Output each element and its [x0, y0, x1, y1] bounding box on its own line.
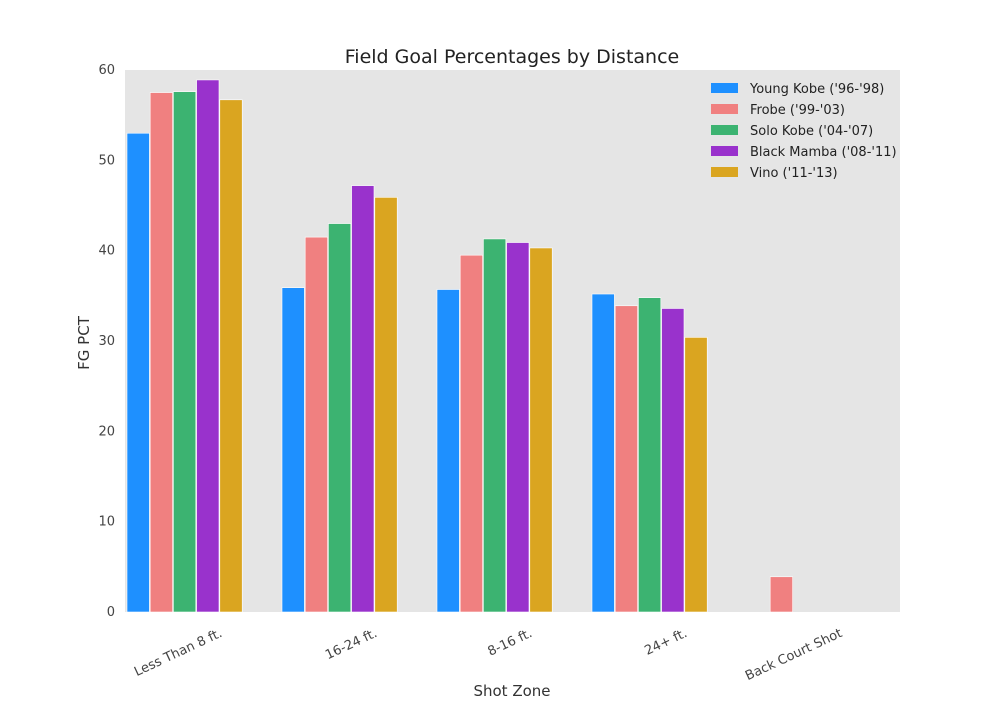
- bar: [304, 236, 328, 613]
- y-tick-label: 0: [107, 605, 115, 620]
- legend-swatch: [711, 104, 738, 114]
- legend-swatch: [711, 125, 738, 135]
- bar: [351, 185, 375, 613]
- x-tick-label: Less Than 8 ft.: [132, 626, 225, 680]
- legend: Young Kobe ('96-'98) Frobe ('99-'03) Solo …: [711, 82, 897, 181]
- bar: [374, 197, 398, 613]
- bar: [281, 287, 305, 613]
- bar: [328, 223, 352, 613]
- legend-label: Vino ('11-'13): [750, 166, 838, 181]
- bar: [219, 99, 243, 613]
- bar: [506, 242, 530, 613]
- bar: [436, 289, 460, 613]
- x-tick-label: 24+ ft.: [642, 626, 689, 659]
- bar: [769, 576, 793, 613]
- bar: [591, 293, 615, 613]
- y-tick-label: 30: [98, 334, 115, 349]
- y-tick-label: 10: [98, 515, 115, 530]
- bar: [459, 254, 483, 613]
- bar: [638, 297, 662, 613]
- bar: [173, 91, 197, 613]
- x-tick-label: 8-16 ft.: [486, 626, 535, 660]
- legend-label: Young Kobe ('96-'98): [749, 82, 884, 97]
- legend-label: Frobe ('99-'03): [750, 103, 845, 118]
- bar: [483, 238, 507, 613]
- bar: [684, 337, 708, 613]
- bar: [529, 247, 553, 613]
- bar: [661, 308, 685, 613]
- legend-label: Solo Kobe ('04-'07): [750, 124, 873, 139]
- legend-swatch: [711, 167, 738, 177]
- bars: [126, 79, 793, 613]
- bar: [196, 79, 220, 613]
- y-tick-label: 20: [98, 424, 115, 439]
- legend-swatch: [711, 146, 738, 156]
- bar: [126, 132, 150, 613]
- x-tick-label: Back Court Shot: [743, 626, 845, 684]
- x-axis-label: Shot Zone: [473, 682, 550, 700]
- y-tick-label: 60: [98, 63, 115, 78]
- x-tick-label: 16-24 ft.: [323, 626, 380, 663]
- y-axis-label: FG PCT: [75, 315, 93, 370]
- y-tick-label: 50: [98, 153, 115, 168]
- legend-label: Black Mamba ('08-'11): [750, 145, 897, 160]
- bar: [149, 92, 173, 613]
- legend-swatch: [711, 83, 738, 93]
- bar: [614, 305, 638, 613]
- y-axis-ticks: 0 10 20 30 40 50 60: [98, 63, 115, 620]
- x-axis-ticks: Less Than 8 ft. 16-24 ft. 8-16 ft. 24+ ft. B…: [132, 626, 845, 684]
- chart-title: Field Goal Percentages by Distance: [345, 46, 679, 68]
- y-tick-label: 40: [98, 244, 115, 259]
